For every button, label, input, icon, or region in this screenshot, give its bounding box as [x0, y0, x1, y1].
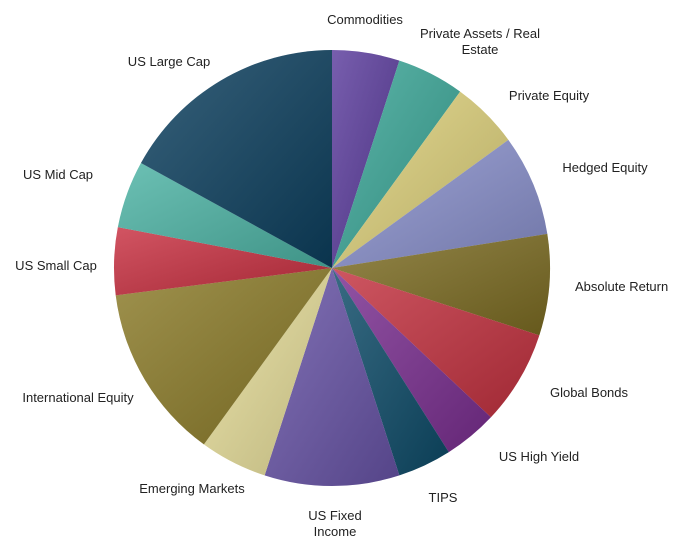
slice-label: US High Yield: [498, 449, 580, 464]
slice-shading: [332, 60, 461, 268]
slice-shading: [332, 233, 550, 336]
slice-shading: [332, 50, 400, 268]
slice-shading: [203, 268, 332, 476]
slice-label: Hedged Equity: [562, 160, 648, 175]
slice-shading: [332, 139, 548, 268]
slice-group: [140, 50, 332, 268]
slice-shading: [332, 268, 491, 453]
slice-label: Absolute Return: [575, 279, 669, 294]
slice-group: [332, 233, 550, 336]
slice-group: [332, 268, 491, 453]
slice-label: Commodities: [327, 12, 403, 27]
slice-group: [332, 50, 400, 268]
slice-shading: [332, 91, 509, 268]
slice-label: Private Assets / Real Estate: [420, 26, 540, 57]
slice-shading: [264, 268, 400, 487]
slice-group: [332, 139, 548, 268]
slice-shading: [113, 227, 332, 296]
slice-label: US Fixed Income: [308, 508, 362, 539]
slice-label: Emerging Markets: [139, 481, 245, 496]
slice-shading: [115, 268, 332, 445]
slice-shading: [140, 50, 332, 268]
slice-group: [115, 268, 332, 445]
slice-label: International Equity: [22, 390, 134, 405]
slice-label: US Small Cap: [15, 258, 97, 273]
slice-label: TIPS: [428, 490, 458, 505]
slice-shading: [332, 268, 540, 418]
slice-label: US Large Cap: [127, 54, 211, 69]
slice-group: [332, 60, 461, 268]
slice-label: US Mid Cap: [22, 167, 94, 182]
slice-group: [332, 91, 509, 268]
slice-group: [332, 268, 540, 418]
slice-shading: [332, 268, 449, 476]
slice-group: [117, 162, 332, 268]
slice-shading: [117, 162, 332, 268]
slice-label: Global Bonds: [549, 385, 629, 400]
slice-label: Private Equity: [508, 88, 590, 103]
slice-group: [332, 268, 449, 476]
slice-group: [203, 268, 332, 476]
slice-group: [264, 268, 400, 487]
slice-group: [113, 227, 332, 296]
